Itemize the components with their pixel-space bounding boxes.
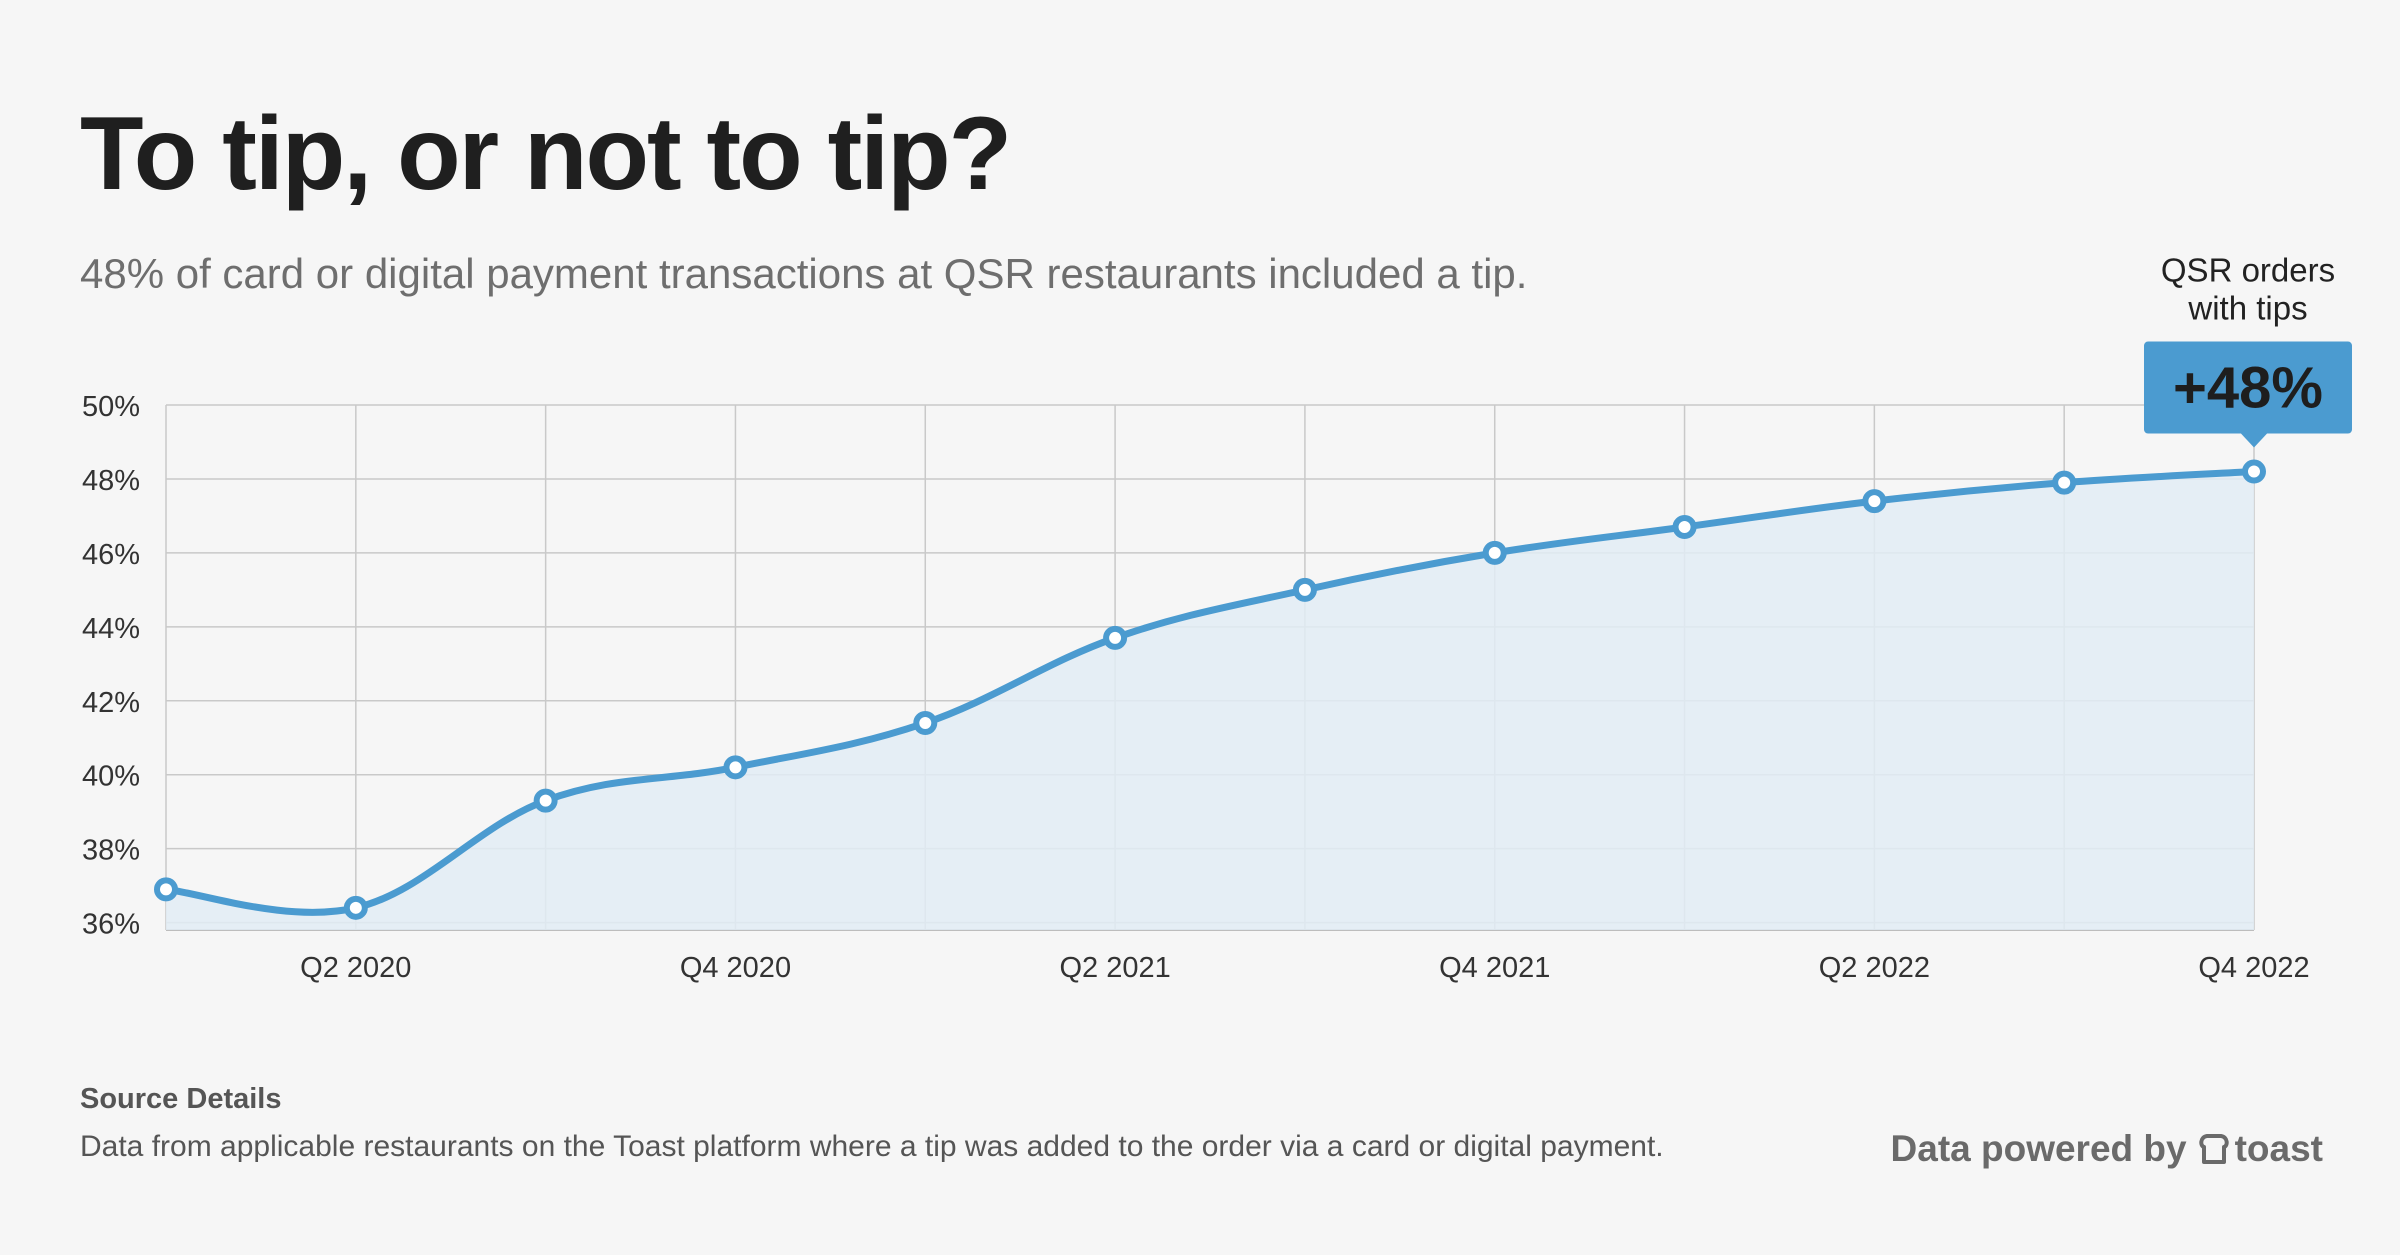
powered-by: Data powered by toast (1891, 1128, 2323, 1170)
y-tick-label: 48% (82, 465, 140, 497)
y-tick-label: 36% (82, 909, 140, 941)
y-tick-label: 44% (82, 613, 140, 645)
x-tick-label: Q2 2020 (300, 952, 411, 984)
callout: QSR orders with tips +48% (2144, 252, 2352, 448)
toast-logo: toast (2197, 1128, 2323, 1170)
data-point (2052, 470, 2077, 495)
x-tick-label: Q4 2021 (1439, 952, 1550, 984)
series-area-fill (166, 471, 2254, 930)
callout-label-line1: QSR orders (2161, 252, 2335, 289)
x-tick-label: Q2 2021 (1059, 952, 1170, 984)
x-tick-label: Q4 2022 (2198, 952, 2309, 984)
y-tick-label: 42% (82, 687, 140, 719)
callout-value: +48% (2173, 356, 2323, 421)
source-heading: Source Details (80, 1083, 282, 1115)
toast-bread-icon (2198, 1134, 2229, 1164)
data-point (343, 895, 368, 920)
y-tick-label: 50% (82, 391, 140, 423)
x-tick-label: Q4 2020 (680, 952, 791, 984)
data-point (1672, 515, 1697, 540)
callout-pointer (2240, 432, 2268, 448)
x-axis-ticks: Q2 2020 Q4 2020 Q2 2021 Q4 2021 Q2 2022 Q4 20… (300, 952, 2309, 984)
data-point (723, 755, 748, 780)
series-points (154, 459, 2266, 920)
data-point (2242, 459, 2266, 484)
brand-name: toast (2234, 1128, 2323, 1169)
data-point (533, 788, 558, 813)
line-chart: 36%38%40%42%44%46%48%50% Q2 2020 Q4 2020 Q… (82, 252, 2352, 984)
source-text: Data from applicable restaurants on the … (80, 1130, 1664, 1163)
data-point (1292, 577, 1317, 602)
data-point (154, 877, 178, 902)
y-axis-ticks: 36% 38% 40% 42% 44% 46% 48% 50% (82, 391, 140, 941)
chart-subtitle: 48% of card or digital payment transacti… (80, 250, 1528, 297)
y-tick-label: 38% (82, 835, 140, 867)
chart-title: To tip, or not to tip? (80, 96, 1012, 212)
data-point (1862, 489, 1887, 514)
x-tick-label: Q2 2022 (1819, 952, 1930, 984)
powered-by-label: Data powered by (1890, 1128, 2187, 1169)
y-tick-label: 40% (82, 761, 140, 793)
y-tick-label: 46% (82, 539, 140, 571)
data-point (1482, 540, 1507, 565)
data-point (1103, 625, 1128, 650)
callout-box (2144, 341, 2352, 434)
callout-label-line2: with tips (2187, 290, 2307, 327)
data-point (913, 710, 938, 735)
